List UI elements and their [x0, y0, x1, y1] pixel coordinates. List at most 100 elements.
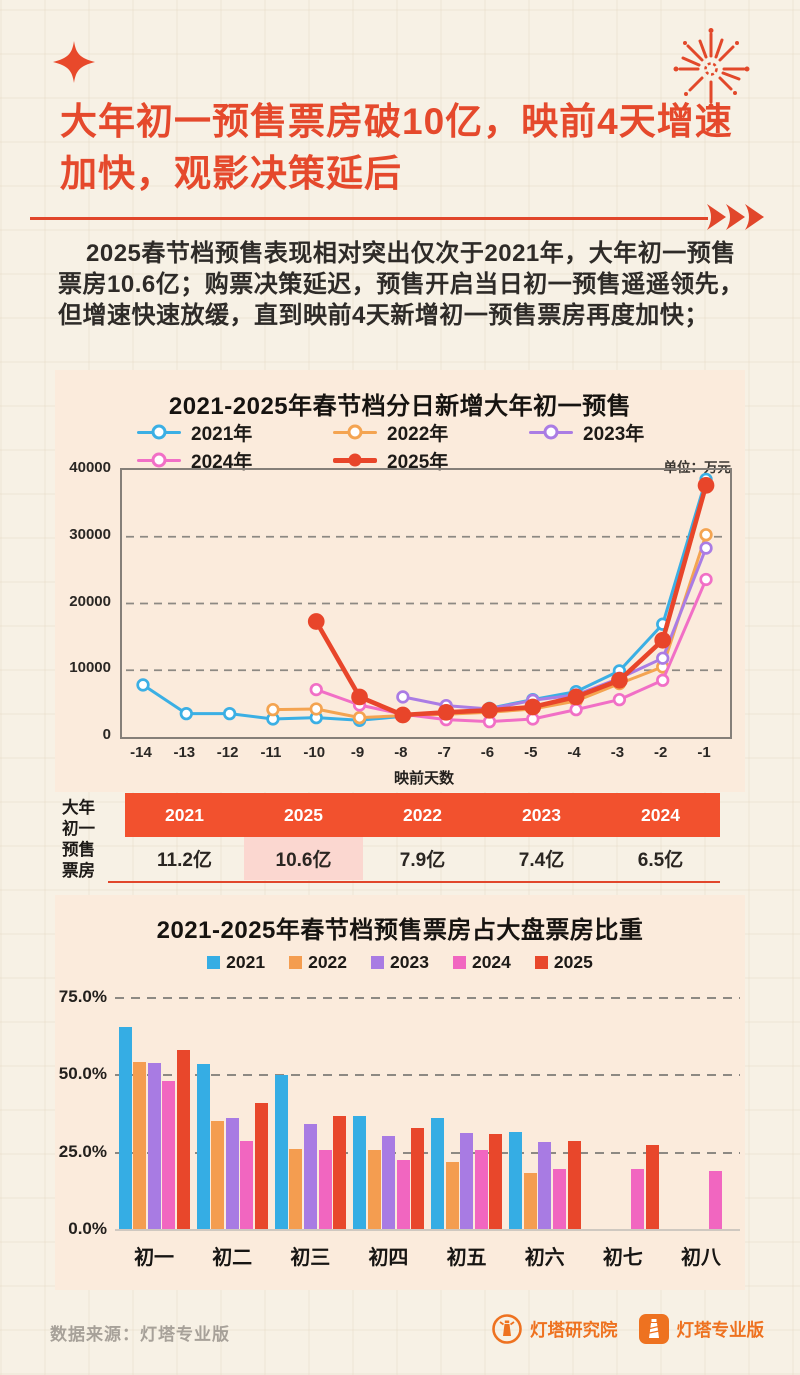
legend-marker-dot [151, 452, 167, 468]
line-chart-svg [126, 472, 726, 729]
legend-label: 2025 [553, 952, 593, 972]
line-chart-xaxis-label: 映前天数 [393, 770, 454, 787]
legend-marker-icon [333, 424, 377, 440]
data-point [136, 678, 150, 692]
data-point [437, 703, 455, 721]
table-value-cell: 11.2亿 [157, 850, 212, 871]
series-line-2024年 [314, 578, 708, 724]
table-header-row: 2021 2025 2022 2023 2024 [125, 793, 720, 837]
table-header-cell: 2024 [641, 804, 680, 825]
legend-label: 2024 [471, 952, 511, 972]
data-point [656, 673, 670, 687]
data-point [612, 692, 627, 707]
sparkle-icon [53, 41, 95, 83]
legend-item-2023年: 2023年 [529, 420, 709, 445]
legend-swatch [534, 956, 548, 969]
category-label: 初二 [212, 1247, 253, 1269]
legend-item-2022年: 2022年 [333, 420, 529, 445]
table-header-cell: 2022 [403, 804, 442, 825]
table-row-label-line: 初一 [62, 820, 95, 838]
data-point [569, 702, 583, 717]
data-point [222, 706, 237, 721]
unit-label: 单位：万元 [663, 460, 732, 475]
data-source-note: 数据来源：灯塔专业版 [50, 1325, 230, 1344]
gridline [115, 1151, 740, 1154]
data-point [266, 702, 280, 717]
x-tick-label: -6 [480, 744, 495, 761]
logo-dengta-research: 灯塔研究院 [491, 1313, 618, 1345]
legend-label: 2023年 [583, 423, 645, 445]
legend-marker-icon [333, 452, 377, 468]
gridline [115, 1074, 740, 1077]
data-point [699, 572, 713, 587]
bar-2025-初四 [411, 1128, 425, 1229]
bar-2024-初三 [318, 1150, 332, 1229]
legend-item-2024年: 2024年 [137, 448, 333, 473]
line-chart-legend: 2021年 2022年 2023年 2024年 2025年 [137, 420, 717, 473]
bar-2024-初二 [240, 1140, 254, 1229]
legend-marker-icon [529, 424, 573, 440]
bar-2022-初四 [367, 1150, 381, 1229]
legend-item-2022: 2022 [289, 952, 347, 973]
line-chart-title: 2021-2025年春节档分日新增大年初一预售 [168, 393, 632, 420]
bar-2023-初一 [147, 1062, 161, 1229]
data-point [656, 651, 670, 665]
bar-2021-初三 [274, 1074, 288, 1229]
legend-swatch [289, 956, 303, 969]
bar-2021-初五 [431, 1117, 445, 1229]
page-title-line1: 大年初一预售票房破10亿，映前4天增速 [60, 101, 733, 142]
data-point [481, 701, 498, 719]
legend-item-2025年: 2025年 [333, 448, 529, 473]
table-value-cell: 6.5亿 [637, 850, 684, 871]
bar-chart-legend: 2021 2022 2023 2024 2025 [55, 952, 745, 973]
logo-name: 灯塔专业版 [676, 1319, 765, 1340]
x-tick-label: -11 [260, 744, 282, 761]
category-label: 初五 [446, 1247, 487, 1269]
legend-item-2025: 2025 [534, 952, 593, 973]
y-tick-label: 0.0% [68, 1219, 107, 1238]
table-value-cell: 7.9亿 [399, 850, 446, 871]
x-tick-label: -13 [173, 744, 196, 761]
line-chart-card: 2021-2025年春节档分日新增大年初一预售 2021年 2022年 2023年 2… [55, 370, 745, 792]
x-tick-label: -1 [697, 744, 711, 761]
x-tick-label: -3 [610, 744, 625, 761]
legend-marker-dot [348, 453, 362, 467]
category-label: 初六 [524, 1247, 565, 1269]
legend-marker-dot [543, 424, 559, 440]
x-tick-label: -10 [303, 744, 326, 761]
x-tick-label: -4 [567, 744, 581, 761]
y-tick-label: 40000 [69, 459, 111, 476]
bar-2023-初六 [538, 1141, 552, 1229]
lighthouse-circle-icon [492, 1314, 522, 1344]
category-label: 初八 [680, 1247, 721, 1269]
bar-2024-初四 [396, 1159, 410, 1229]
bar-2023-初四 [382, 1135, 396, 1229]
legend-label: 2021年 [191, 423, 253, 445]
series-line-2025年 [313, 483, 709, 718]
data-point [394, 706, 412, 724]
lighthouse-square-icon [638, 1314, 669, 1344]
bar-2023-初五 [460, 1133, 474, 1229]
legend-item-2023: 2023 [371, 952, 429, 973]
gridline [115, 997, 740, 999]
legend-marker-icon [137, 424, 181, 440]
x-tick-label: -5 [524, 744, 538, 761]
bar-2023-初二 [225, 1118, 239, 1229]
data-point [567, 688, 585, 706]
bar-2024-初一 [162, 1080, 176, 1229]
legend-marker-dot [151, 424, 167, 440]
bar-2023-初三 [304, 1124, 317, 1229]
legend-item-2024: 2024 [452, 952, 511, 973]
table-header-cell: 2023 [522, 804, 561, 825]
bar-2022-初三 [289, 1149, 303, 1229]
bar-2021-初六 [509, 1132, 523, 1229]
footer-logos: 灯塔研究院 灯塔专业版 [491, 1313, 764, 1345]
divider-line [30, 217, 708, 220]
bar-2024-初八 [709, 1170, 723, 1229]
bar-2024-初五 [474, 1149, 488, 1229]
bar-2021-初一 [118, 1026, 132, 1229]
data-point [351, 688, 368, 706]
legend-label: 2022年 [387, 423, 449, 445]
bar-2021-初二 [196, 1064, 210, 1229]
